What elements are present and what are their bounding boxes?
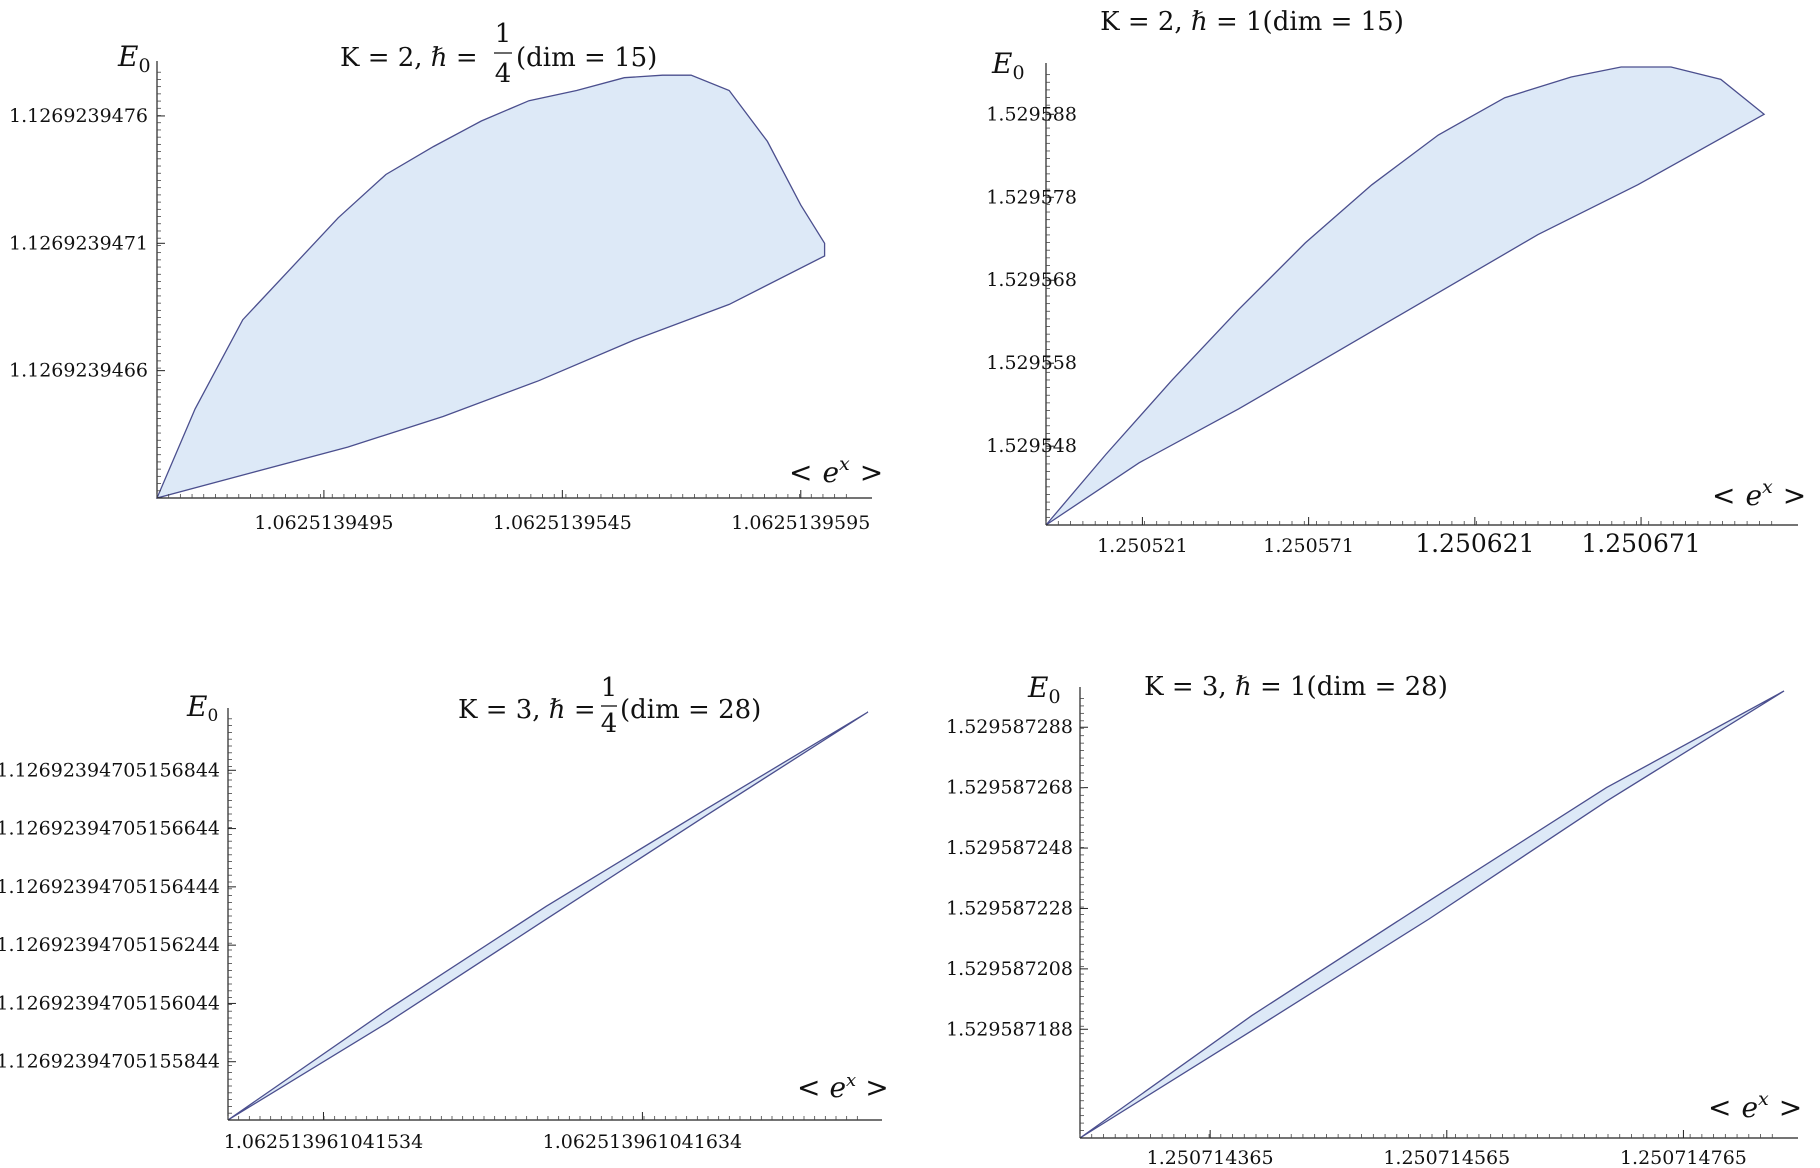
y-tick-label: 1.12692394705155844 [0, 1051, 220, 1073]
y-tick-label: 1.1269239471 [9, 232, 148, 254]
y-tick-label: 1.529587228 [946, 897, 1073, 919]
x-tick-label: 1.0625139595 [731, 512, 870, 534]
x-axis: 1.062513961041534 1.062513961041634 [224, 1112, 882, 1153]
svg-text:(dim = 15): (dim = 15) [516, 43, 657, 73]
x-tick-label: 1.250621 [1415, 529, 1534, 558]
region-fill [155, 74, 826, 499]
region-fill [1045, 66, 1766, 526]
y-axis: 1.1269239466 1.1269239471 1.1269239476 [9, 61, 165, 499]
x-tick-label: 1.250671 [1581, 529, 1700, 558]
x-axis-label: < ex > [789, 453, 883, 489]
y-tick-label: 1.12692394705156644 [0, 818, 220, 840]
y-axis-label: E0 [117, 40, 151, 77]
panel-4: 1.529587188 1.529587208 1.529587228 1.52958… [946, 671, 1802, 1168]
x-tick-label: 1.250521 [1097, 535, 1188, 557]
y-axis: 1.529587188 1.529587208 1.529587228 1.52958… [946, 687, 1088, 1139]
y-tick-label: 1.529587268 [946, 777, 1073, 799]
y-tick-label: 1.529587208 [946, 958, 1073, 980]
panel-1: 1.1269239466 1.1269239471 1.1269239476 1.0… [9, 19, 883, 534]
y-tick-label: 1.529587188 [946, 1018, 1073, 1040]
x-axis: 1.0625139495 1.0625139545 1.0625139595 [156, 490, 872, 534]
y-tick-label: 1.529558 [986, 352, 1077, 374]
x-tick-label: 1.062513961041634 [543, 1131, 742, 1153]
y-tick-label: 1.529548 [986, 435, 1077, 457]
y-tick-label: 1.1269239476 [9, 105, 148, 127]
x-tick-label: 1.250714565 [1383, 1147, 1510, 1168]
chart-title: K = 3, ℏ = 1(dim = 28) [1144, 672, 1448, 702]
svg-text:K = 3, ℏ =: K = 3, ℏ = [458, 695, 596, 725]
x-axis-label: < ex > [1708, 1088, 1802, 1124]
x-axis: 1.250521 1.250571 1.250621 1.250671 [1045, 517, 1798, 558]
y-tick-label: 1.1269239466 [9, 360, 148, 382]
y-tick-label: 1.529587288 [946, 716, 1073, 738]
x-tick-label: 1.250714765 [1620, 1147, 1747, 1168]
x-tick-label: 1.0625139545 [493, 512, 632, 534]
svg-text:K = 2, ℏ =: K = 2, ℏ = [340, 43, 478, 73]
panel-2: 1.529548 1.529558 1.529568 1.529578 1.529588… [986, 7, 1806, 558]
y-tick-label: 1.12692394705156244 [0, 934, 220, 956]
y-tick-label: 1.529578 [986, 186, 1077, 208]
region-fill [1079, 690, 1785, 1139]
x-tick-label: 1.250714365 [1147, 1147, 1274, 1168]
svg-text:4: 4 [495, 59, 512, 89]
chart-title: K = 2, ℏ = 1 4 (dim = 15) [340, 19, 657, 89]
svg-text:1: 1 [601, 673, 618, 703]
y-axis-label: E0 [186, 690, 218, 726]
y-tick-label: 1.12692394705156444 [0, 876, 220, 898]
region-fill [227, 711, 869, 1121]
y-tick-label: 1.529587248 [946, 837, 1073, 859]
svg-text:1: 1 [495, 19, 512, 49]
y-tick-label: 1.12692394705156044 [0, 992, 220, 1014]
y-axis: 1.12692394705155844 1.12692394705156044 1.… [0, 708, 236, 1121]
panel-3: 1.12692394705155844 1.12692394705156044 1.… [0, 673, 889, 1153]
x-tick-label: 1.0625139495 [254, 512, 393, 534]
x-axis-label: < ex > [797, 1070, 889, 1104]
y-tick-label: 1.529588 [986, 103, 1077, 125]
y-tick-label: 1.529568 [986, 269, 1077, 291]
y-axis-label: E0 [991, 47, 1025, 84]
y-tick-label: 1.12692394705156844 [0, 759, 220, 781]
chart-title: K = 2, ℏ = 1(dim = 15) [1100, 7, 1404, 37]
x-tick-label: 1.250571 [1263, 535, 1354, 557]
x-axis-label: < ex > [1712, 476, 1806, 512]
x-tick-label: 1.062513961041534 [224, 1131, 423, 1153]
svg-text:(dim = 28): (dim = 28) [620, 695, 761, 725]
svg-text:4: 4 [601, 709, 618, 739]
x-axis: 1.250714365 1.250714565 1.250714765 [1079, 1130, 1798, 1168]
y-axis: 1.529548 1.529558 1.529568 1.529578 1.529588 [986, 63, 1077, 526]
y-axis-label: E0 [1027, 671, 1061, 708]
chart-title: K = 3, ℏ = 1 4 (dim = 28) [458, 673, 761, 739]
